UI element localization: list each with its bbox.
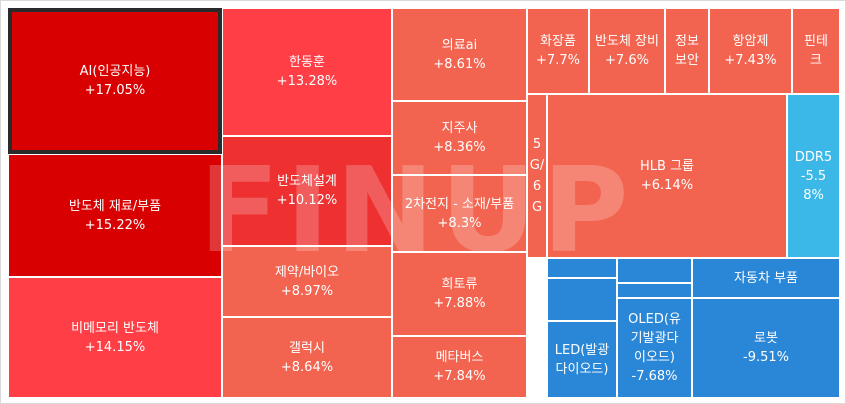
tile-blue-small-1[interactable] bbox=[547, 258, 617, 278]
tile-change: +7.7% bbox=[536, 53, 580, 68]
tile-name: 화장품 bbox=[540, 34, 576, 49]
tile-blue-small-3[interactable] bbox=[617, 283, 692, 298]
tile-change: +8.61% bbox=[433, 56, 486, 72]
tile-name: 정보보안 bbox=[675, 34, 699, 68]
tile-name: 로봇 bbox=[754, 331, 778, 346]
tile-blue-small-2[interactable] bbox=[617, 258, 692, 283]
tile-pharma-bio[interactable]: 제약/바이오 +8.97% bbox=[222, 246, 392, 317]
tile-robot[interactable]: 로봇 -9.51% bbox=[692, 298, 840, 398]
tile-name: DDR5 bbox=[794, 149, 833, 165]
tile-change: +7.43% bbox=[724, 53, 777, 68]
tile-holding[interactable]: 지주사 +8.36% bbox=[392, 101, 527, 175]
tile-name: 반도체 재료/부품 bbox=[68, 198, 162, 214]
tile-name: 제약/바이오 bbox=[274, 264, 340, 280]
tile-name: 갤럭시 bbox=[289, 340, 325, 356]
tile-name: 핀테크 bbox=[804, 34, 828, 68]
tile-medical-ai[interactable]: 의료ai +8.61% bbox=[392, 8, 527, 101]
tile-anticancer[interactable]: 항암제 +7.43% bbox=[709, 8, 792, 94]
tile-name: 비메모리 반도체 bbox=[71, 320, 159, 336]
tile-change: +7.88% bbox=[433, 296, 486, 311]
tile-change: -5.58% bbox=[800, 168, 827, 203]
tile-5g6g[interactable]: 5G/6G bbox=[527, 94, 547, 258]
tile-rare-earth[interactable]: 희토류 +7.88% bbox=[392, 252, 527, 336]
tile-name: OLED(유기발광다이오드) bbox=[628, 312, 681, 365]
tile-change: +7.84% bbox=[433, 369, 486, 384]
tile-oled[interactable]: OLED(유기발광다이오드) -7.68% bbox=[617, 298, 692, 398]
tile-change: +8.36% bbox=[433, 140, 486, 155]
tile-galaxy[interactable]: 갤럭시 +8.64% bbox=[222, 317, 392, 398]
tile-name: 희토류 bbox=[441, 277, 478, 292]
tile-name: 반도체설계 bbox=[277, 174, 337, 189]
tile-handonghun[interactable]: 한동훈 +13.28% bbox=[222, 8, 392, 136]
tile-name: 의료ai bbox=[441, 37, 478, 53]
tile-change: +8.3% bbox=[437, 215, 482, 231]
tile-blue-small-4[interactable] bbox=[547, 278, 617, 321]
tile-name: AI(인공지능) bbox=[79, 64, 151, 79]
tile-change: +15.22% bbox=[84, 217, 146, 233]
tile-name: 5G/6G bbox=[529, 137, 545, 215]
tile-name: 자동차 부품 bbox=[734, 270, 798, 286]
tile-change: -7.68% bbox=[631, 369, 678, 384]
tile-change: +8.97% bbox=[280, 283, 334, 299]
tile-name: LED(발광다이오드) bbox=[554, 342, 610, 377]
tile-change: -9.51% bbox=[743, 350, 789, 365]
tile-change: +13.28% bbox=[276, 74, 338, 89]
tile-change: +10.12% bbox=[276, 193, 338, 208]
tile-name: HLB 그룹 bbox=[640, 159, 694, 174]
tile-hlb[interactable]: HLB 그룹 +6.14% bbox=[547, 94, 787, 258]
tile-name: 항암제 bbox=[732, 34, 769, 49]
tile-ai[interactable]: AI(인공지능) +17.05% bbox=[8, 8, 222, 154]
tile-change: +8.64% bbox=[280, 359, 334, 375]
tile-auto-parts[interactable]: 자동차 부품 bbox=[692, 258, 840, 298]
tile-battery[interactable]: 2차전지 - 소재/부품 +8.3% bbox=[392, 175, 527, 252]
tile-metaverse[interactable]: 메타버스 +7.84% bbox=[392, 336, 527, 398]
tile-ddr5[interactable]: DDR5 -5.58% bbox=[787, 94, 840, 258]
tile-non-memory[interactable]: 비메모리 반도체 +14.15% bbox=[8, 277, 222, 398]
tile-name: 메타버스 bbox=[435, 350, 484, 365]
tile-cosmetics[interactable]: 화장품 +7.7% bbox=[527, 8, 589, 94]
tile-name: 2차전지 - 소재/부품 bbox=[404, 196, 515, 212]
tile-name: 반도체 장비 bbox=[595, 34, 659, 49]
tile-semi-equip[interactable]: 반도체 장비 +7.6% bbox=[589, 8, 665, 94]
tile-led[interactable]: LED(발광다이오드) bbox=[547, 321, 617, 398]
tile-name: 지주사 bbox=[441, 121, 478, 136]
tile-change: +14.15% bbox=[84, 339, 146, 355]
tile-name: 한동훈 bbox=[289, 55, 325, 70]
tile-fintech[interactable]: 핀테크 bbox=[792, 8, 840, 94]
tile-change: +6.14% bbox=[640, 178, 694, 193]
tile-semi-material[interactable]: 반도체 재료/부품 +15.22% bbox=[8, 154, 222, 277]
tile-semi-design[interactable]: 반도체설계 +10.12% bbox=[222, 136, 392, 246]
tile-info-security[interactable]: 정보보안 bbox=[665, 8, 709, 94]
tile-change: +7.6% bbox=[605, 53, 649, 68]
tile-change: +17.05% bbox=[84, 83, 146, 98]
